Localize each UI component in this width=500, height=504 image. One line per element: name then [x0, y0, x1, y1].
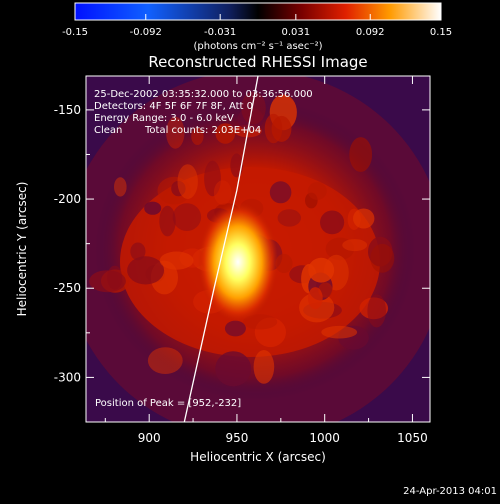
annotation-detectors: Detectors: 4F 5F 6F 7F 8F, Att 0 [94, 101, 253, 112]
colorbar-tick-label: -0.15 [62, 27, 88, 38]
solar-limb-curve [183, 76, 259, 422]
y-tick-label: -250 [54, 281, 81, 295]
heatmap-image [86, 76, 430, 422]
x-tick-label: 950 [225, 431, 248, 445]
emission-blob [342, 239, 368, 252]
emission-blob [241, 91, 266, 125]
emission-blob [254, 317, 286, 348]
emission-blob [325, 237, 355, 261]
chart-title: Reconstructed RHESSI Image [148, 53, 367, 71]
emission-blob [147, 347, 183, 374]
emission-blob [144, 201, 162, 215]
emission-blob [159, 251, 194, 270]
emission-blob [275, 253, 293, 274]
emission-blob [213, 180, 232, 205]
emission-blob [191, 127, 204, 145]
colorbar [74, 2, 442, 21]
emission-blob [127, 256, 165, 285]
colorbar-tick-label: -0.092 [130, 27, 162, 38]
emission-blob [130, 242, 146, 261]
colorbar-unit-label: (photons cm⁻² s⁻¹ asec⁻²) [193, 41, 322, 52]
colorbar-tick-label: 0.15 [430, 27, 452, 38]
y-axis-label: Heliocentric Y (arcsec) [15, 182, 29, 317]
emission-blob [204, 160, 221, 197]
y-tick-label: -300 [54, 370, 81, 384]
emission-blob [307, 287, 323, 310]
y-tick-label: -200 [54, 192, 81, 206]
emission-blob [370, 243, 395, 273]
annotation-energy-range: Energy Range: 3.0 - 6.0 keV [94, 113, 234, 124]
emission-blob [114, 177, 127, 197]
emission-blob [320, 210, 345, 235]
plot-frame [85, 75, 431, 423]
annotation-total-counts: Total counts: 2.03E+04 [144, 125, 261, 136]
x-tick-label: 1000 [309, 431, 340, 445]
emission-blob [321, 325, 358, 339]
x-axis-label: Heliocentric X (arcsec) [190, 450, 326, 464]
emission-blob [172, 203, 202, 232]
emission-blob [107, 265, 123, 290]
emission-blob [367, 294, 387, 328]
colorbar-tick-label: -0.031 [204, 27, 236, 38]
emission-blob [215, 351, 252, 387]
emission-blob [159, 205, 176, 237]
emission-blob [307, 182, 327, 200]
emission-blob [264, 113, 283, 144]
emission-blob [177, 164, 198, 200]
emission-blob [269, 181, 292, 204]
annotation-method: Clean [94, 125, 122, 136]
colorbar-ticks: -0.15 -0.092 -0.031 0.031 0.092 0.15 [62, 14, 452, 38]
emission-blob [277, 209, 301, 227]
emission-blob [308, 257, 335, 283]
peak-position-label: Position of Peak = [952,-232] [95, 398, 241, 409]
emission-blob [349, 137, 373, 172]
annotation-time-range: 25-Dec-2002 03:35:32.000 to 03:36:56.000 [94, 89, 313, 100]
x-tick-label: 1050 [397, 431, 428, 445]
emission-blob [353, 208, 375, 229]
footer-timestamp: 24-Apr-2013 04:01 [403, 486, 497, 497]
x-tick-label: 900 [138, 431, 161, 445]
axis-ticks: 900 950 1000 1050 -150 -200 -250 -300 [54, 76, 430, 445]
y-tick-label: -150 [54, 103, 81, 117]
emission-blob [215, 123, 236, 144]
emission-blob [166, 116, 185, 149]
emission-blob [224, 320, 246, 337]
emission-blob [253, 350, 275, 384]
colorbar-tick-label: 0.092 [356, 27, 385, 38]
emission-blob [368, 236, 393, 267]
colorbar-tick-label: 0.031 [281, 27, 310, 38]
